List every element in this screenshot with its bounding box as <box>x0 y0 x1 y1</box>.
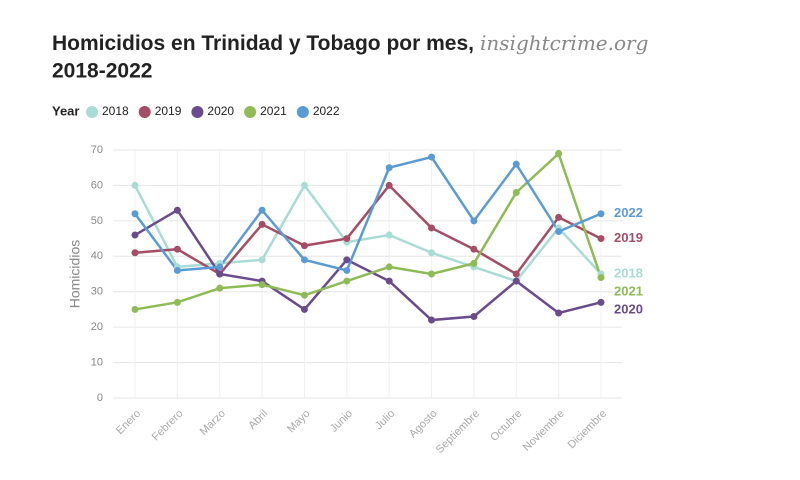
x-tick-label: Septiembre <box>434 408 482 456</box>
data-point <box>597 298 605 306</box>
legend-swatch <box>191 106 204 118</box>
data-point <box>173 245 181 253</box>
data-point <box>131 181 139 189</box>
x-tick-label: Marzo <box>198 408 228 438</box>
legend-title: Year <box>52 103 79 118</box>
x-tick-label: Junio <box>328 408 355 435</box>
chart-title-line2: 2018-2022 <box>52 60 152 83</box>
data-point <box>385 277 393 285</box>
x-tick-label: Abril <box>246 408 270 432</box>
x-tick-label: Mayo <box>285 408 313 436</box>
data-point <box>216 284 224 292</box>
series-line <box>133 155 602 272</box>
data-point <box>343 266 351 274</box>
data-point <box>131 305 139 313</box>
data-point <box>428 249 436 257</box>
data-point <box>300 181 308 189</box>
data-point <box>258 256 266 264</box>
data-point <box>216 263 224 271</box>
data-point <box>597 235 605 243</box>
x-tick-label: Agosto <box>407 408 440 441</box>
legend-swatch <box>296 106 309 118</box>
x-tick-label: Noviembre <box>521 408 567 454</box>
data-point <box>173 298 181 306</box>
data-point <box>385 181 393 189</box>
data-point <box>470 313 478 321</box>
data-point <box>343 235 351 243</box>
end-label: 2018 <box>614 265 643 280</box>
data-point <box>555 309 563 317</box>
chart-title: Homicidios en Trinidad y Tobago por mes,… <box>52 31 648 55</box>
data-point <box>512 160 520 168</box>
data-point <box>131 210 139 218</box>
data-point <box>258 206 266 214</box>
end-label: 2020 <box>614 301 643 316</box>
data-point <box>258 281 266 289</box>
y-tick-label: 30 <box>91 286 103 298</box>
data-point <box>131 231 139 239</box>
legend-swatch <box>244 106 257 118</box>
y-tick-label: 50 <box>91 215 103 227</box>
data-point <box>131 249 139 257</box>
y-tick-label: 10 <box>91 356 103 368</box>
data-point <box>428 270 436 278</box>
y-axis-label: Homicidios <box>67 240 83 308</box>
data-point <box>555 150 563 158</box>
data-point <box>555 213 563 221</box>
y-tick-label: 70 <box>91 144 103 156</box>
data-point <box>428 153 436 161</box>
data-point <box>597 274 605 282</box>
data-point <box>300 242 308 250</box>
end-label: 2019 <box>614 230 643 245</box>
x-tick-label: Enero <box>114 408 143 437</box>
legend-swatch <box>86 106 98 118</box>
data-point <box>385 263 393 271</box>
x-tick-label: Febrero <box>150 408 186 444</box>
data-point <box>555 227 563 235</box>
legend-label: 2022 <box>313 104 340 118</box>
data-point <box>258 220 266 228</box>
data-point <box>512 277 520 285</box>
y-tick-label: 0 <box>97 392 103 404</box>
legend-label: 2018 <box>102 104 129 118</box>
series-line <box>134 208 602 322</box>
data-point <box>385 164 393 172</box>
series-line <box>134 183 602 276</box>
y-tick-label: 40 <box>91 250 103 262</box>
series-line <box>134 151 603 311</box>
data-point <box>512 270 520 278</box>
x-tick-label: Diciembre <box>566 408 609 451</box>
legend-label: 2021 <box>260 104 287 118</box>
data-point <box>470 245 478 253</box>
y-tick-label: 20 <box>91 321 103 333</box>
legend-label: 2019 <box>155 104 182 118</box>
data-point <box>470 217 478 225</box>
y-tick-label: 60 <box>91 179 103 191</box>
data-point <box>216 270 224 278</box>
data-point <box>597 210 605 218</box>
x-tick-label: Julio <box>373 408 397 432</box>
source: insightcrime.org <box>480 31 648 55</box>
data-point <box>300 305 308 313</box>
data-point <box>470 259 478 267</box>
end-label: 2021 <box>614 283 643 298</box>
data-point <box>512 189 520 197</box>
data-point <box>343 277 351 285</box>
legend-label: 2020 <box>207 104 234 118</box>
data-point <box>428 224 436 232</box>
end-label: 2022 <box>614 205 643 220</box>
data-point <box>343 256 351 264</box>
data-point <box>300 291 308 299</box>
data-point <box>300 256 308 264</box>
data-point <box>385 231 393 239</box>
x-tick-label: Octubre <box>488 408 524 444</box>
data-point <box>173 206 181 214</box>
data-point <box>428 316 436 324</box>
title-text: Homicidios en Trinidad y Tobago por mes, <box>52 32 474 55</box>
legend-swatch <box>138 106 151 118</box>
data-point <box>173 266 181 274</box>
